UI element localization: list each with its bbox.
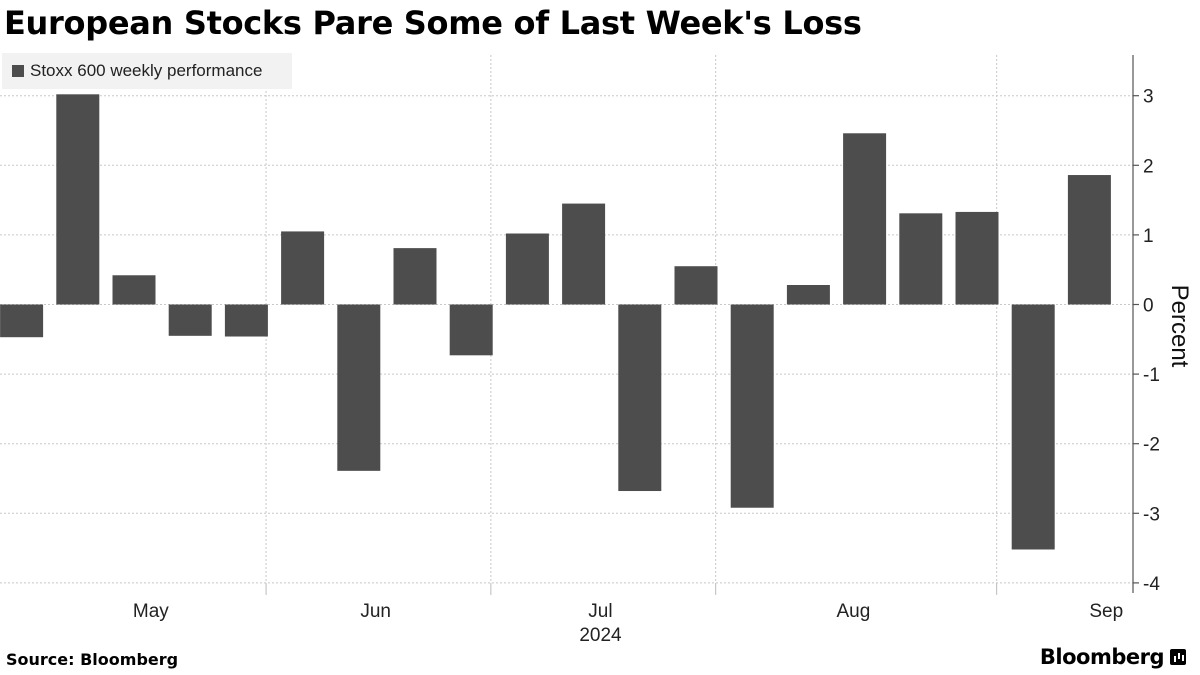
bar-16	[899, 213, 943, 305]
bar-15	[843, 133, 887, 305]
y-tick-label-5: -2	[1143, 435, 1160, 456]
bar-14	[786, 285, 830, 305]
y-tick-label-0: 3	[1143, 87, 1154, 108]
bar-0	[0, 304, 44, 338]
year-label: 2024	[579, 625, 622, 646]
bar-series	[0, 94, 1111, 550]
bar-17	[955, 211, 999, 305]
y-tick-label-7: -4	[1143, 574, 1160, 595]
bar-11	[618, 304, 662, 492]
bar-10	[562, 203, 606, 305]
bar-12	[674, 266, 718, 305]
bar-13	[730, 304, 774, 508]
x-tick-label-3: Aug	[836, 601, 870, 622]
bloomberg-logo: Bloomberg	[1040, 645, 1186, 669]
x-tick-label-1: Jun	[360, 601, 391, 622]
bar-19	[1067, 175, 1111, 305]
legend: Stoxx 600 weekly performance	[2, 53, 292, 89]
bar-3	[168, 304, 212, 336]
bar-6	[337, 304, 381, 471]
y-axis-title: Percent	[1166, 285, 1193, 368]
bloomberg-chart-icon	[1170, 649, 1186, 665]
y-tick-label-2: 1	[1143, 226, 1154, 247]
brand-text: Bloomberg	[1039, 645, 1165, 669]
y-tick-labels: 3 2 1 0 -1 -2 -3 -4	[1143, 87, 1160, 595]
y-tick-label-6: -3	[1143, 504, 1160, 525]
y-tick-label-3: 0	[1143, 296, 1154, 317]
bar-1	[56, 94, 100, 305]
y-tick-label-1: 2	[1143, 156, 1154, 177]
bar-7	[393, 248, 437, 305]
x-tick-label-4: Sep	[1089, 601, 1123, 622]
bar-9	[505, 233, 549, 305]
source-note: Source: Bloomberg	[6, 650, 179, 669]
bar-2	[112, 275, 156, 305]
legend-label: Stoxx 600 weekly performance	[30, 61, 263, 80]
grid-lines	[0, 95, 1133, 584]
bar-4	[224, 304, 268, 337]
bar-18	[1011, 304, 1055, 550]
month-separators	[265, 55, 998, 595]
y-axis	[1132, 55, 1139, 593]
y-tick-label-4: -1	[1143, 365, 1160, 386]
x-tick-label-0: May	[133, 601, 169, 622]
x-tick-label-2: Jul	[588, 601, 612, 622]
bar-5	[281, 231, 325, 305]
bar-8	[449, 304, 493, 356]
chart-title: European Stocks Pare Some of Last Week's…	[4, 4, 862, 42]
legend-swatch	[12, 65, 24, 77]
x-tick-labels: May Jun Jul Aug Sep 2024	[133, 601, 1123, 646]
